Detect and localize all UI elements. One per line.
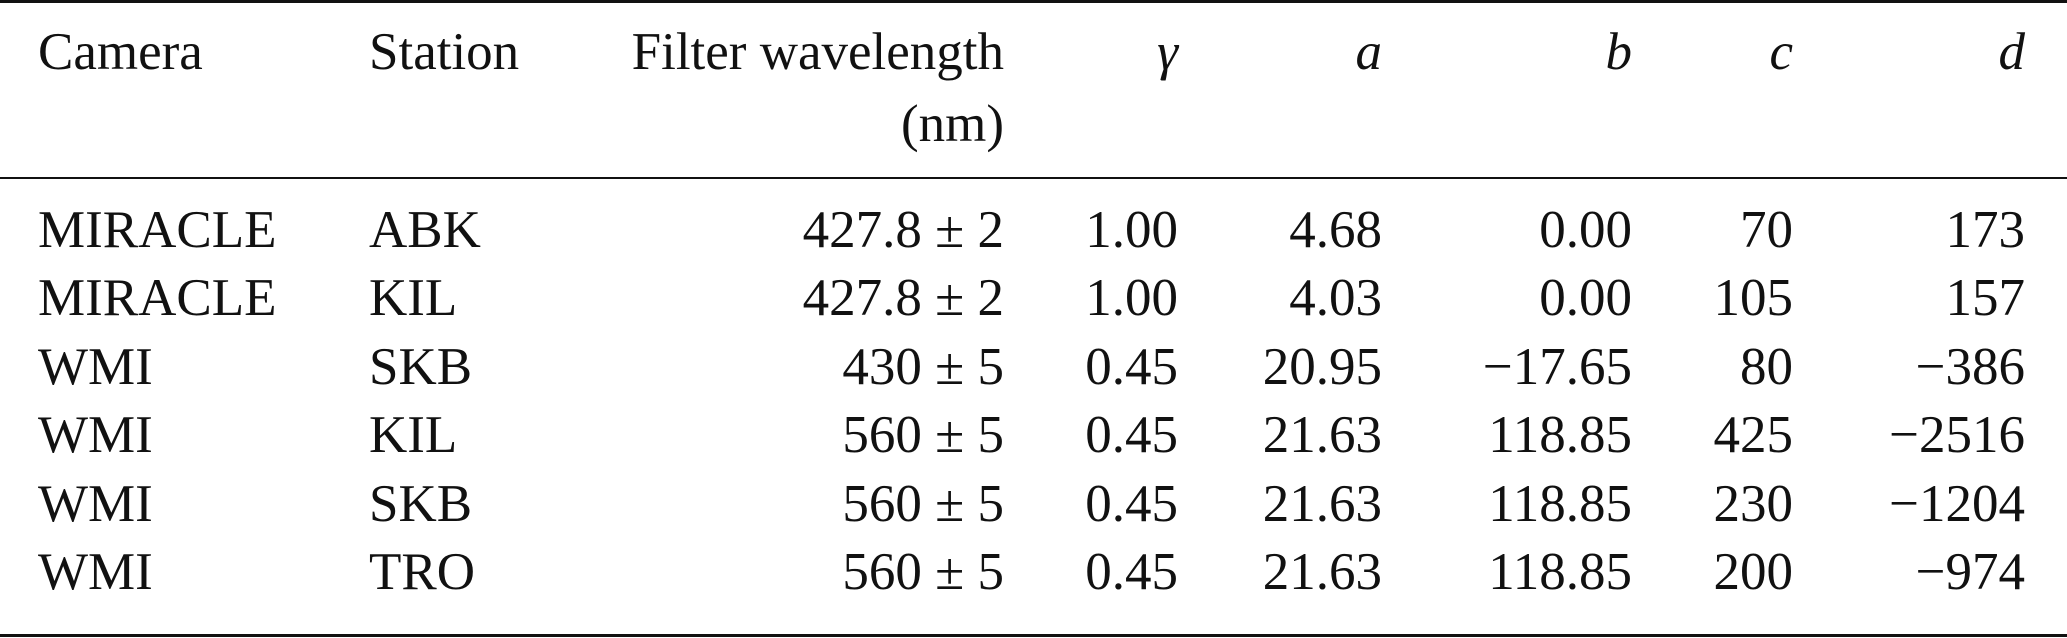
cell-gamma: 1.00 (1085, 269, 1178, 327)
cell-filter: 430 ± 5 (842, 338, 1004, 396)
header-station: Station (369, 23, 520, 81)
cell-c: 80 (1740, 338, 1793, 396)
cell-camera: WMI (38, 406, 153, 464)
cell-b: 118.85 (1488, 475, 1632, 533)
cell-d: −974 (1915, 543, 2025, 601)
cell-gamma: 1.00 (1085, 201, 1178, 259)
cell-c: 425 (1713, 406, 1794, 464)
cell-a: 21.63 (1262, 475, 1382, 533)
cell-station: SKB (369, 338, 473, 396)
top-rule (0, 0, 2067, 3)
cell-b: 118.85 (1488, 543, 1632, 601)
cell-b: 118.85 (1488, 406, 1632, 464)
bottom-rule (0, 634, 2067, 637)
cell-d: −1204 (1889, 475, 2025, 533)
cell-a: 4.68 (1289, 201, 1382, 259)
cell-filter: 560 ± 5 (842, 475, 1004, 533)
cell-a: 21.63 (1262, 543, 1382, 601)
cell-filter: 560 ± 5 (842, 406, 1004, 464)
cell-b: −17.65 (1482, 338, 1632, 396)
header-filter-wavelength: Filter wavelength (631, 23, 1004, 81)
cell-d: −386 (1915, 338, 2025, 396)
header-gamma: γ (1157, 23, 1178, 81)
cell-camera: MIRACLE (38, 269, 277, 327)
cell-gamma: 0.45 (1085, 338, 1178, 396)
cell-c: 200 (1713, 543, 1794, 601)
cell-gamma: 0.45 (1085, 406, 1178, 464)
cell-station: TRO (369, 543, 475, 601)
cell-b: 0.00 (1539, 201, 1632, 259)
cell-d: 173 (1945, 201, 2026, 259)
cell-b: 0.00 (1539, 269, 1632, 327)
header-d: d (1998, 23, 2026, 81)
cell-filter: 560 ± 5 (842, 543, 1004, 601)
header-b: b (1605, 23, 1633, 81)
cell-a: 4.03 (1289, 269, 1382, 327)
header-rule (0, 177, 2067, 179)
cell-gamma: 0.45 (1085, 543, 1178, 601)
cell-camera: WMI (38, 475, 153, 533)
cell-station: ABK (369, 201, 481, 259)
cell-a: 20.95 (1262, 338, 1382, 396)
cell-c: 230 (1713, 475, 1794, 533)
cell-station: KIL (369, 269, 458, 327)
cell-a: 21.63 (1262, 406, 1382, 464)
cell-filter: 427.8 ± 2 (802, 201, 1004, 259)
cell-camera: WMI (38, 543, 153, 601)
cell-camera: MIRACLE (38, 201, 277, 259)
cell-d: −2516 (1889, 406, 2025, 464)
cell-station: SKB (369, 475, 473, 533)
header-c: c (1769, 23, 1793, 81)
cell-d: 157 (1945, 269, 2026, 327)
cell-camera: WMI (38, 338, 153, 396)
cell-filter: 427.8 ± 2 (802, 269, 1004, 327)
cell-gamma: 0.45 (1085, 475, 1178, 533)
cell-station: KIL (369, 406, 458, 464)
header-filter-unit: (nm) (900, 95, 1004, 153)
cell-c: 70 (1740, 201, 1793, 259)
cell-c: 105 (1713, 269, 1794, 327)
header-a: a (1355, 23, 1383, 81)
header-camera: Camera (38, 23, 203, 81)
